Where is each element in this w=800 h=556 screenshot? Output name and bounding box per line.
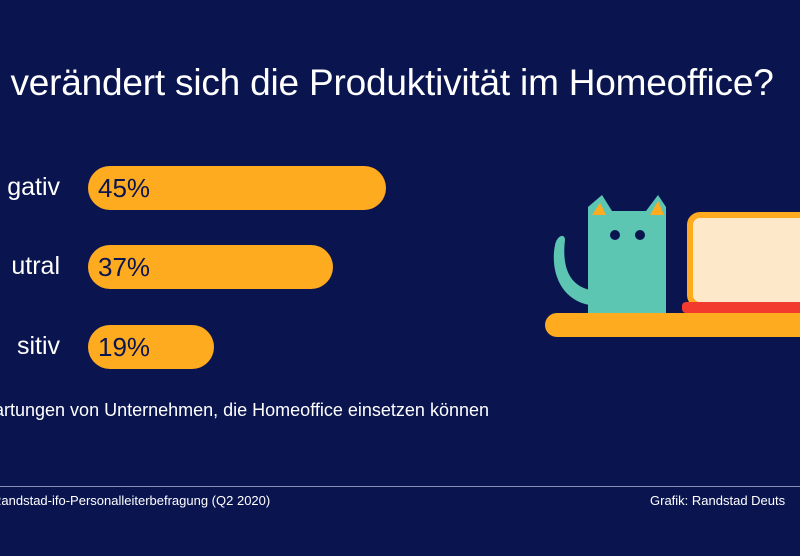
bar-value-label: 19%	[98, 332, 151, 362]
shelf	[545, 313, 800, 337]
category-label: sitiv	[16, 332, 60, 360]
category-label: utral	[11, 252, 60, 280]
category-label: gativ	[7, 173, 60, 201]
cat-with-laptop-icon	[545, 195, 800, 337]
cat-body	[588, 195, 666, 315]
bar	[88, 325, 214, 369]
cat-eye-right	[635, 230, 645, 240]
cat-eye-left	[610, 230, 620, 240]
cat-tail	[553, 235, 590, 305]
laptop-base	[682, 302, 800, 313]
bar	[88, 166, 386, 210]
credit-text: Grafik: Randstad Deuts	[650, 493, 786, 508]
footer-divider	[0, 486, 800, 487]
laptop-screen	[687, 212, 800, 308]
chart-title: e verändert sich die Produktivität im Ho…	[0, 62, 774, 103]
bar-value-label: 37%	[98, 252, 151, 282]
chart-note: artungen von Unternehmen, die Homeoffice…	[0, 400, 489, 420]
source-text: Randstad-ifo-Personalleiterbefragung (Q2…	[0, 493, 271, 508]
bar-value-label: 45%	[98, 173, 151, 203]
bar	[88, 245, 334, 289]
